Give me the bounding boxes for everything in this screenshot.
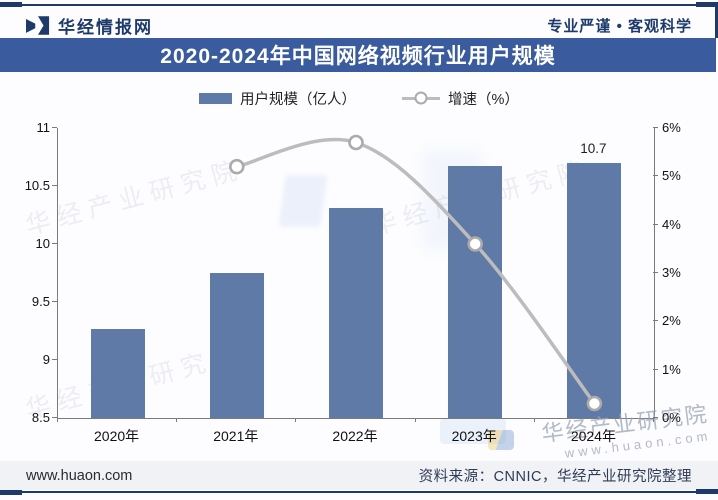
right-axis-tick-label: 1%: [662, 361, 681, 377]
top-rule-left-cap: [0, 2, 22, 7]
x-axis-tick: [414, 418, 416, 422]
bottom-rule-right-cap: [696, 489, 718, 494]
top-rule-right-cap: [696, 2, 718, 7]
line-series-swatch: [402, 91, 441, 105]
x-axis-tick: [57, 418, 58, 422]
right-axis-tick-label: 2%: [662, 313, 681, 329]
right-axis-tick-label: 6%: [662, 120, 681, 135]
x-axis-tick: [533, 418, 535, 422]
right-axis-tick: [653, 368, 658, 370]
brand-logo-icon: [26, 15, 50, 35]
header: 华经情报网 专业严谨 • 客观科学: [26, 13, 692, 37]
brand: 华经情报网: [26, 13, 153, 38]
left-axis-tick-label: 10.5: [24, 178, 50, 193]
footer: www.huaon.com 资料来源：CNNIC，华经产业研究院整理: [0, 461, 718, 490]
x-axis-tick: [295, 418, 297, 422]
right-axis-tick: [653, 175, 658, 177]
line-marker-dot: [414, 91, 428, 105]
left-axis-tick-label: 9.5: [31, 294, 50, 309]
title-banner: 2020-2024年中国网络视频行业用户规模: [0, 38, 716, 72]
chart-title: 2020-2024年中国网络视频行业用户规模: [160, 45, 556, 68]
plot-area: [57, 128, 655, 419]
x-axis-category-label: 2021年: [213, 428, 259, 444]
bar-2021年: [209, 273, 264, 418]
right-axis-tick-label: 0%: [662, 410, 681, 425]
x-axis-category-label: 2022年: [332, 428, 378, 444]
x-axis-tick: [176, 418, 178, 422]
growth-line: [236, 137, 596, 405]
right-axis-tick-label: 3%: [662, 265, 681, 280]
footer-source: 资料来源：CNNIC，华经产业研究院整理: [418, 469, 692, 485]
left-axis-tick-label: 8.5: [31, 410, 50, 425]
legend-line-label: 增速（%）: [448, 91, 519, 108]
header-tagline: 专业严谨 • 客观科学: [547, 17, 692, 35]
left-axis-tick: [52, 243, 57, 244]
right-axis-tick: [653, 127, 658, 128]
growth-line-chart: [229, 134, 603, 412]
left-axis-tick: [52, 185, 57, 186]
top-rule: [6, 4, 712, 6]
bottom-rule-left-cap: [0, 490, 22, 495]
bottom-rule: [6, 491, 712, 493]
legend-item-bar: 用户规模（亿人）: [199, 88, 356, 109]
growth-line-marker: [229, 158, 245, 175]
bar-series-swatch: [199, 92, 233, 104]
legend-bar-label: 用户规模（亿人）: [240, 91, 357, 108]
left-axis-tick-label: 9: [42, 352, 50, 367]
bar-2020年: [90, 328, 145, 418]
left-axis-tick: [52, 417, 57, 418]
right-edge-accent: [715, 4, 718, 38]
left-axis-tick-label: 11: [36, 120, 51, 135]
brand-name: 华经情报网: [58, 17, 153, 37]
bar-2023年: [448, 166, 503, 418]
bar-2022年: [329, 208, 383, 418]
growth-line-marker: [348, 134, 364, 151]
bar-value-label: 10.7: [580, 140, 607, 156]
footer-site: www.huaon.com: [26, 467, 133, 484]
x-axis-category-label: 2024年: [570, 428, 616, 444]
legend: 用户规模（亿人） 增速（%）: [0, 87, 718, 109]
right-axis-tick: [653, 320, 658, 322]
left-axis-tick: [52, 301, 57, 302]
right-axis-tick: [653, 223, 658, 225]
growth-line-marker: [467, 236, 484, 252]
left-axis-tick: [52, 359, 57, 360]
right-axis-tick-label: 5%: [662, 168, 681, 184]
x-axis-category-label: 2023年: [451, 428, 497, 444]
growth-line-marker: [586, 395, 603, 412]
right-axis-tick: [653, 417, 658, 418]
x-axis-tick: [653, 418, 654, 422]
right-axis-tick: [653, 272, 658, 273]
left-axis-tick: [52, 127, 57, 128]
right-axis-tick-label: 4%: [662, 216, 681, 232]
x-axis-category-label: 2020年: [94, 428, 140, 444]
legend-item-line: 增速（%）: [402, 88, 519, 109]
left-axis-tick-label: 10: [35, 236, 50, 251]
